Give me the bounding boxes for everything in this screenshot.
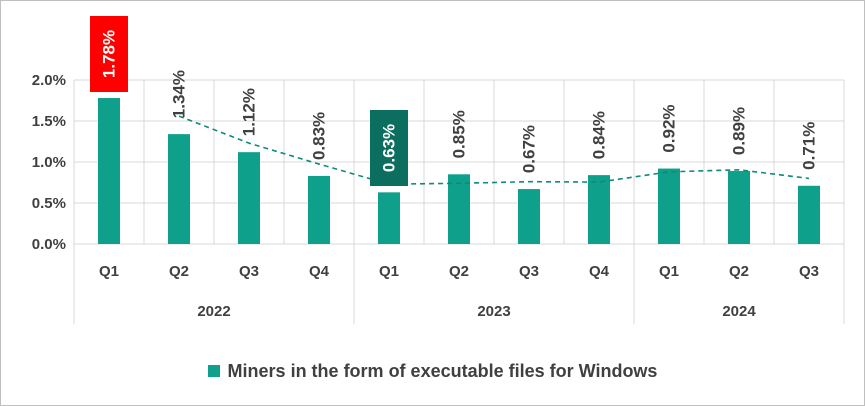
x-tick-label: Q4: [589, 263, 610, 280]
bar: [448, 174, 470, 244]
x-tick-label: Q2: [169, 263, 189, 280]
legend-label: Miners in the form of executable files f…: [227, 360, 658, 381]
bar: [658, 168, 680, 244]
gridlines: [73, 79, 845, 245]
x-tick-label: Q2: [449, 263, 469, 280]
data-label: 1.12%: [240, 88, 259, 136]
x-tick-label: Q4: [309, 263, 330, 280]
data-label: 0.63%: [380, 124, 399, 172]
trendline-path: [178, 115, 810, 185]
bar: [518, 189, 540, 244]
y-tick-label: 1.0%: [32, 154, 66, 171]
bar: [378, 192, 400, 244]
bar: [728, 171, 750, 244]
y-tick-label: 1.5%: [32, 113, 66, 130]
x-tick-label: Q3: [519, 263, 539, 280]
y-tick-label: 0.5%: [32, 195, 66, 212]
data-label: 0.84%: [590, 111, 609, 159]
x-tick-label: Q2: [729, 263, 749, 280]
data-label: 0.67%: [520, 125, 539, 173]
data-label: 1.78%: [100, 30, 119, 78]
x-group-label: 2022: [197, 303, 230, 320]
bar: [168, 134, 190, 244]
data-label: 1.34%: [170, 70, 189, 118]
data-label: 0.71%: [800, 122, 819, 170]
legend-swatch: [207, 365, 220, 377]
bars: [98, 98, 820, 244]
bar: [588, 175, 610, 244]
x-tick-label: Q1: [659, 263, 679, 280]
x-tick-label: Q1: [379, 263, 399, 280]
bar: [308, 175, 330, 244]
x-group-label: 2023: [477, 303, 510, 320]
data-label: 0.92%: [660, 104, 679, 152]
data-label-box-max: [90, 16, 128, 92]
legend: Miners in the form of executable files f…: [0, 356, 865, 386]
y-tick-label: 0.0%: [32, 236, 66, 253]
data-label: 0.83%: [310, 112, 329, 160]
data-label: 0.85%: [450, 110, 469, 158]
x-axis: Q1 Q2 Q3 Q4 Q1 Q2 Q3 Q4 Q1 Q2 Q3 2022 2023 2024: [73, 244, 845, 324]
data-labels: 1.78% 1.34% 1.12% 0.83% 0.63% 0.85% 0.67% 0.84%…: [90, 16, 819, 186]
data-label-box-min: [370, 110, 408, 186]
y-axis-ticks: 0.0% 0.5% 1.0% 1.5% 2.0%: [32, 72, 66, 253]
x-group-label: 2024: [722, 303, 756, 320]
data-label: 0.89%: [730, 107, 749, 155]
bar: [238, 152, 260, 244]
y-tick-label: 2.0%: [32, 72, 66, 89]
x-tick-label: Q1: [99, 263, 119, 280]
x-tick-label: Q3: [799, 263, 819, 280]
x-tick-label: Q3: [239, 263, 259, 280]
bar: [98, 98, 120, 244]
bar: [798, 185, 820, 244]
trendline: [178, 115, 810, 185]
